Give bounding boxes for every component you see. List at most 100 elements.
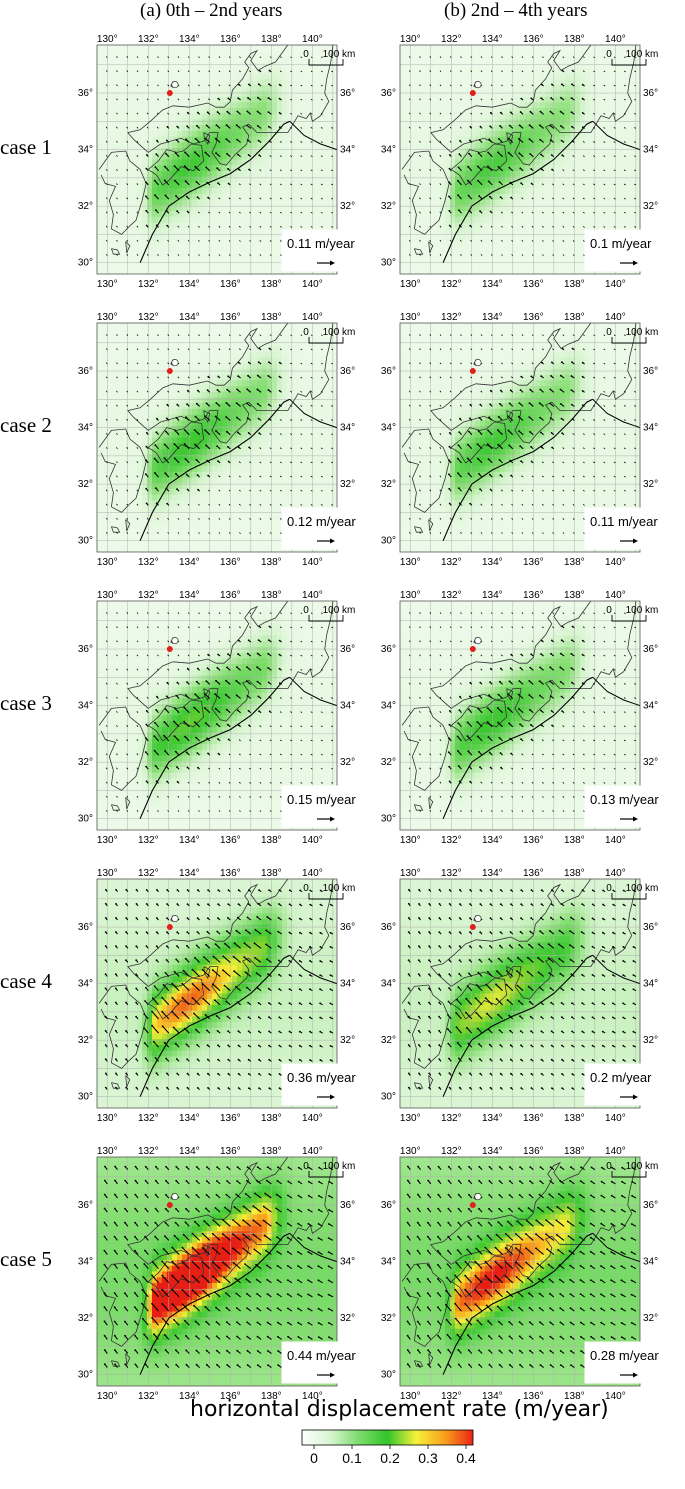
heat-cell [262, 205, 268, 212]
displacement-arrow [164, 166, 170, 172]
arrow-head [458, 224, 461, 227]
heat-cell [475, 228, 481, 235]
heat-cell [440, 245, 446, 252]
heat-cell [590, 176, 596, 183]
heat-cell [267, 170, 273, 178]
heat-cell [635, 176, 640, 183]
heat-cell [425, 245, 431, 252]
heat-cell [142, 113, 148, 120]
heat-cell [455, 119, 461, 126]
heat-cell [470, 67, 476, 75]
heat-cell [410, 256, 416, 263]
displacement-arrow [136, 154, 139, 157]
arrow-head [176, 125, 179, 128]
heat-cell [142, 262, 148, 269]
heat-cell [405, 142, 411, 149]
arrow-head [154, 166, 157, 169]
displacement-arrow [218, 211, 221, 214]
heat-cell [570, 216, 576, 223]
heat-cell [480, 245, 486, 252]
heat-cell [580, 159, 586, 166]
heat-cell [485, 193, 491, 200]
heat-cell [187, 96, 193, 103]
heat-cell [465, 90, 471, 97]
coastline [98, 150, 147, 235]
heat-cell [112, 102, 118, 109]
displacement-arrow [562, 56, 565, 59]
heat-cell [252, 90, 258, 97]
arrow-head [165, 152, 167, 155]
coastline [506, 132, 514, 145]
heat-cell [545, 182, 551, 189]
heat-cell [480, 119, 486, 126]
heat-cell [630, 188, 636, 195]
heat-cell [322, 125, 328, 132]
heat-cell [262, 233, 268, 241]
heat-cell [237, 245, 243, 252]
heat-cell [147, 170, 153, 178]
heat-cell [272, 148, 278, 155]
heat-cell [590, 119, 596, 126]
heat-cell [282, 79, 288, 86]
heat-cell [485, 262, 491, 269]
arrow-head [267, 97, 270, 99]
heat-cell [332, 102, 337, 109]
arrow-head [186, 125, 189, 128]
heat-cell [570, 182, 576, 189]
heat-cell [625, 73, 631, 80]
heat-cell [212, 130, 218, 138]
heat-cell [465, 256, 471, 263]
heat-cell [147, 251, 153, 258]
heat-cell [500, 188, 506, 195]
heat-cell [272, 79, 278, 86]
displacement-arrow [429, 169, 432, 172]
heat-cell [137, 228, 143, 235]
displacement-arrow [167, 56, 170, 58]
heat-cell [625, 113, 631, 120]
heat-cell [242, 188, 248, 195]
arrow-head [448, 167, 451, 170]
heat-cell [162, 125, 168, 132]
heat-cell [292, 153, 298, 160]
heat-cell [605, 50, 611, 57]
heat-cell [247, 107, 253, 115]
heat-cell [307, 199, 313, 206]
heat-cell [560, 136, 566, 143]
heat-cell [212, 96, 218, 103]
heat-cell [177, 228, 183, 235]
heat-cell [317, 188, 323, 195]
heat-cell [470, 79, 476, 86]
heat-cell [485, 188, 491, 195]
heat-cell [560, 102, 566, 109]
heat-cell [615, 170, 621, 178]
heat-cell [237, 159, 243, 166]
heat-cell [410, 85, 416, 92]
heat-cell [430, 113, 436, 120]
heat-cell [485, 211, 491, 218]
lon-tick-label-top: 132° [138, 34, 159, 45]
heat-cell [590, 170, 596, 178]
heat-cell [117, 165, 123, 172]
heat-cell [242, 102, 248, 109]
heat-cell [137, 165, 143, 172]
heat-cell [450, 245, 456, 252]
heat-cell [147, 182, 153, 189]
heat-cell [630, 96, 636, 103]
displacement-arrow [105, 225, 108, 228]
heat-cell [297, 170, 303, 178]
heat-cell [430, 193, 436, 200]
heat-cell [565, 233, 571, 241]
heat-cell [465, 199, 471, 206]
heat-cell [217, 113, 223, 120]
heat-cell [400, 119, 406, 126]
heat-cell [272, 96, 278, 103]
arrow-head [205, 166, 208, 169]
heat-cell [460, 90, 466, 97]
heat-cell [132, 90, 138, 97]
heat-cell [217, 170, 223, 178]
heat-cell [142, 119, 148, 126]
heat-cell [415, 188, 421, 195]
heat-cell [232, 159, 238, 166]
heat-cell [505, 85, 511, 92]
heat-cell [107, 494, 113, 501]
